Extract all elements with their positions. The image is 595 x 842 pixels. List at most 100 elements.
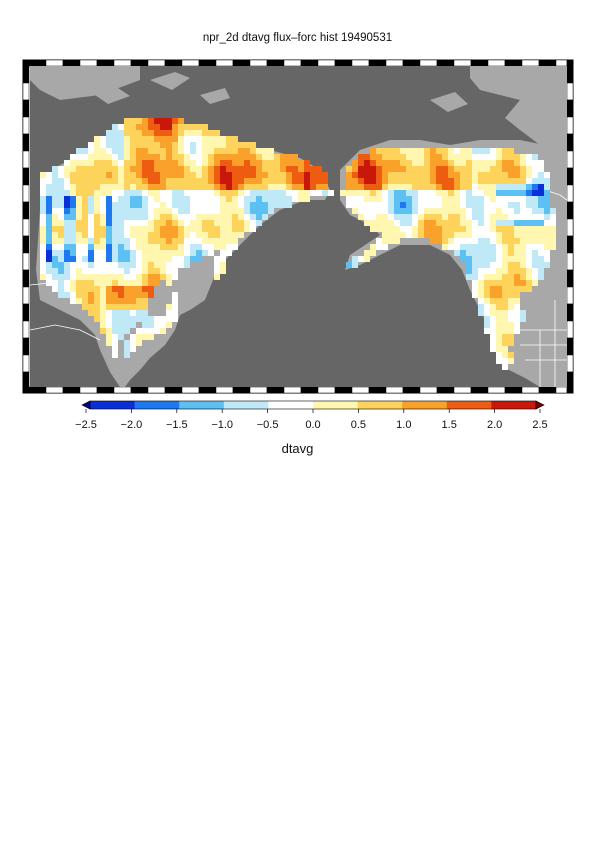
grid-cell: [262, 172, 268, 178]
grid-cell: [88, 226, 94, 232]
grid-cell: [220, 244, 226, 250]
grid-cell: [544, 232, 550, 238]
grid-cell: [478, 166, 484, 172]
grid-cell: [406, 166, 412, 172]
grid-cell: [208, 166, 214, 172]
grid-cell: [430, 214, 436, 220]
grid-cell: [46, 274, 52, 280]
grid-cell: [280, 160, 286, 166]
grid-cell: [202, 178, 208, 184]
grid-cell: [220, 268, 226, 274]
grid-cell: [190, 256, 196, 262]
grid-cell: [454, 232, 460, 238]
grid-cell: [346, 202, 352, 208]
grid-cell: [388, 208, 394, 214]
grid-cell: [490, 298, 496, 304]
grid-cell: [250, 148, 256, 154]
grid-cell: [100, 166, 106, 172]
grid-cell: [124, 352, 130, 358]
grid-cell: [208, 136, 214, 142]
grid-cell: [442, 220, 448, 226]
grid-cell: [400, 172, 406, 178]
grid-cell: [370, 202, 376, 208]
grid-cell: [502, 310, 508, 316]
grid-cell: [148, 316, 154, 322]
grid-cell: [352, 256, 358, 262]
grid-cell: [118, 232, 124, 238]
grid-cell: [94, 280, 100, 286]
grid-cell: [400, 214, 406, 220]
grid-cell: [106, 214, 112, 220]
grid-cell: [220, 232, 226, 238]
data-grid: [40, 118, 556, 370]
grid-cell: [418, 172, 424, 178]
grid-cell: [82, 280, 88, 286]
grid-cell: [130, 346, 136, 352]
grid-cell: [46, 202, 52, 208]
grid-cell: [190, 190, 196, 196]
grid-cell: [400, 202, 406, 208]
grid-cell: [382, 178, 388, 184]
grid-cell: [166, 184, 172, 190]
grid-cell: [112, 292, 118, 298]
grid-cell: [58, 172, 64, 178]
grid-cell: [118, 178, 124, 184]
grid-cell: [466, 178, 472, 184]
grid-cell: [70, 250, 76, 256]
grid-cell: [238, 214, 244, 220]
grid-cell: [538, 256, 544, 262]
grid-cell: [226, 142, 232, 148]
grid-cell: [154, 118, 160, 124]
grid-cell: [544, 256, 550, 262]
grid-cell: [160, 316, 166, 322]
grid-cell: [196, 148, 202, 154]
grid-cell: [382, 244, 388, 250]
grid-cell: [250, 172, 256, 178]
grid-cell: [118, 202, 124, 208]
grid-cell: [550, 214, 556, 220]
grid-cell: [76, 262, 82, 268]
grid-cell: [94, 250, 100, 256]
grid-cell: [184, 238, 190, 244]
grid-cell: [538, 244, 544, 250]
grid-cell: [286, 154, 292, 160]
grid-cell: [418, 148, 424, 154]
grid-cell: [292, 196, 298, 202]
grid-cell: [178, 166, 184, 172]
grid-cell: [46, 238, 52, 244]
grid-cell: [160, 130, 166, 136]
grid-cell: [448, 190, 454, 196]
grid-cell: [490, 340, 496, 346]
grid-cell: [358, 214, 364, 220]
grid-cell: [46, 214, 52, 220]
grid-cell: [148, 196, 154, 202]
grid-cell: [154, 226, 160, 232]
grid-cell: [472, 184, 478, 190]
grid-cell: [100, 286, 106, 292]
grid-cell: [130, 268, 136, 274]
grid-cell: [70, 196, 76, 202]
grid-cell: [442, 148, 448, 154]
grid-cell: [142, 220, 148, 226]
grid-cell: [472, 286, 478, 292]
grid-cell: [40, 268, 46, 274]
grid-cell: [370, 244, 376, 250]
grid-cell: [202, 136, 208, 142]
grid-cell: [184, 208, 190, 214]
grid-cell: [112, 334, 118, 340]
grid-cell: [496, 160, 502, 166]
grid-cell: [496, 232, 502, 238]
grid-cell: [124, 256, 130, 262]
grid-cell: [490, 238, 496, 244]
grid-cell: [160, 136, 166, 142]
grid-cell: [124, 250, 130, 256]
grid-cell: [76, 220, 82, 226]
grid-cell: [106, 316, 112, 322]
grid-cell: [478, 184, 484, 190]
grid-cell: [88, 286, 94, 292]
grid-cell: [130, 166, 136, 172]
grid-cell: [382, 148, 388, 154]
grid-cell: [508, 238, 514, 244]
grid-cell: [40, 250, 46, 256]
grid-cell: [112, 298, 118, 304]
